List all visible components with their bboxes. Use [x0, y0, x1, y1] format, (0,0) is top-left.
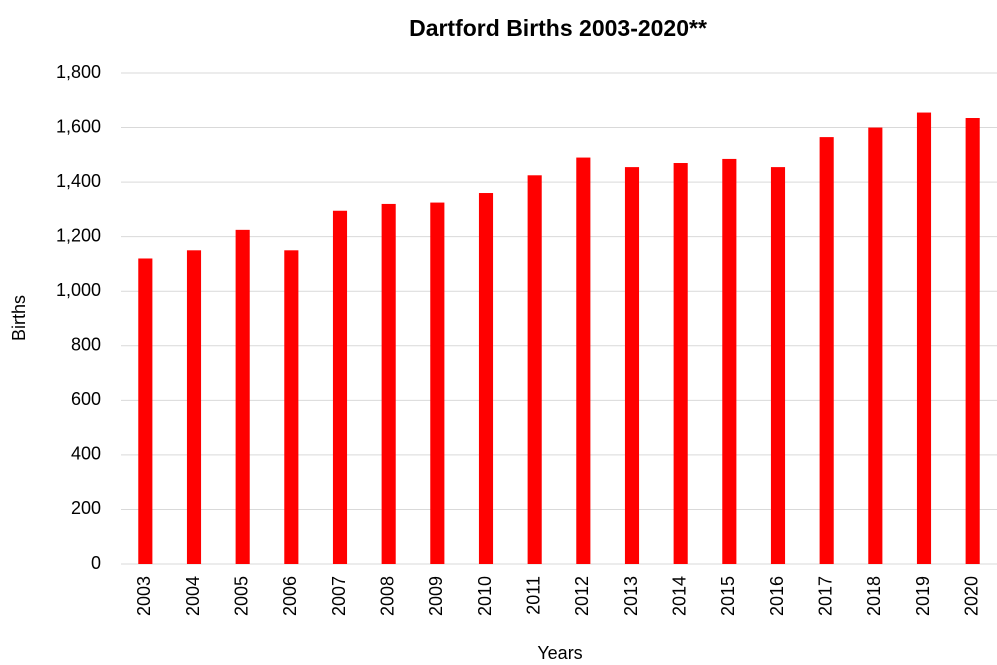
x-tick-label: 2013 — [621, 576, 641, 616]
y-axis-label: Births — [9, 295, 29, 341]
bar — [965, 118, 980, 564]
bar — [138, 258, 153, 564]
bar — [478, 193, 494, 564]
y-tick-label: 1,600 — [56, 116, 101, 136]
y-tick-label: 1,200 — [56, 225, 101, 245]
bar — [624, 167, 640, 564]
x-tick-label: 2005 — [231, 576, 251, 616]
x-tick-label: 2015 — [718, 576, 738, 616]
y-tick-label: 600 — [71, 389, 101, 409]
y-tick-label: 800 — [71, 335, 101, 355]
chart-title: Dartford Births 2003-2020** — [409, 15, 707, 41]
bar — [186, 250, 202, 565]
bar — [819, 137, 834, 564]
x-tick-label: 2012 — [572, 576, 592, 616]
bar — [576, 157, 591, 565]
x-tick-label: 2007 — [329, 576, 349, 616]
x-tick-label: 2017 — [815, 576, 835, 616]
bar — [722, 158, 737, 565]
bar — [916, 112, 932, 564]
bar — [868, 127, 883, 565]
x-axis-label: Years — [537, 643, 582, 663]
x-tick-label: 2009 — [426, 576, 446, 616]
x-tick-label: 2014 — [669, 576, 689, 616]
x-tick-label: 2010 — [475, 576, 495, 616]
bar — [770, 167, 786, 564]
y-tick-label: 1,000 — [56, 280, 101, 300]
x-tick-label: 2020 — [961, 576, 981, 616]
x-tick-label: 2006 — [280, 576, 300, 616]
y-tick-label: 1,800 — [56, 62, 101, 82]
x-tick-label: 2019 — [913, 576, 933, 616]
x-tick-label: 2004 — [183, 576, 203, 616]
x-tick-label: 2011 — [523, 576, 543, 615]
bar — [527, 175, 542, 564]
y-tick-label: 0 — [91, 553, 101, 573]
x-tick-label: 2003 — [134, 576, 154, 616]
x-tick-label: 2008 — [377, 576, 397, 616]
bar — [235, 229, 250, 564]
x-tick-label: 2018 — [864, 576, 884, 616]
bar — [284, 250, 299, 565]
bar — [673, 163, 688, 564]
y-tick-label: 1,400 — [56, 171, 101, 191]
bar — [430, 202, 445, 564]
x-tick-label: 2016 — [767, 576, 787, 616]
y-tick-label: 400 — [71, 444, 101, 464]
y-tick-label: 200 — [71, 498, 101, 518]
bar — [381, 203, 396, 564]
bar — [332, 210, 348, 564]
